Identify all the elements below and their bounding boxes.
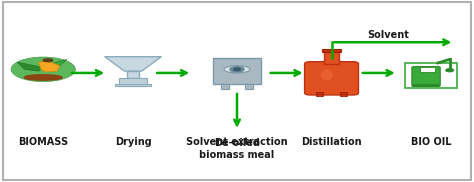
Text: Solvent extraction: Solvent extraction bbox=[186, 136, 288, 147]
Polygon shape bbox=[105, 57, 161, 71]
Bar bbox=[119, 78, 147, 86]
FancyBboxPatch shape bbox=[405, 63, 457, 88]
Bar bbox=[340, 92, 346, 96]
Bar bbox=[420, 67, 435, 72]
Bar bbox=[245, 84, 253, 89]
Circle shape bbox=[234, 68, 240, 71]
Bar bbox=[128, 71, 139, 78]
Polygon shape bbox=[38, 61, 60, 72]
Bar bbox=[221, 84, 229, 89]
Polygon shape bbox=[17, 62, 43, 71]
Bar bbox=[322, 49, 341, 52]
Ellipse shape bbox=[24, 75, 62, 80]
Circle shape bbox=[446, 69, 454, 72]
Ellipse shape bbox=[321, 69, 333, 80]
Text: Drying: Drying bbox=[115, 136, 151, 147]
FancyBboxPatch shape bbox=[213, 58, 261, 84]
Ellipse shape bbox=[43, 59, 53, 62]
FancyBboxPatch shape bbox=[412, 67, 440, 86]
Bar bbox=[317, 92, 323, 96]
Bar bbox=[412, 84, 438, 86]
Polygon shape bbox=[46, 59, 67, 68]
Text: Distillation: Distillation bbox=[301, 136, 362, 147]
Circle shape bbox=[230, 67, 244, 72]
Text: Solvent: Solvent bbox=[367, 30, 409, 40]
Text: BIO OIL: BIO OIL bbox=[410, 136, 451, 147]
Text: De-oiled
biomass meal: De-oiled biomass meal bbox=[200, 138, 274, 160]
FancyBboxPatch shape bbox=[305, 62, 358, 95]
Circle shape bbox=[11, 57, 75, 82]
Text: BIOMASS: BIOMASS bbox=[18, 136, 68, 147]
Bar bbox=[115, 84, 151, 86]
FancyBboxPatch shape bbox=[3, 2, 471, 180]
Ellipse shape bbox=[224, 66, 250, 73]
Bar bbox=[324, 51, 339, 64]
